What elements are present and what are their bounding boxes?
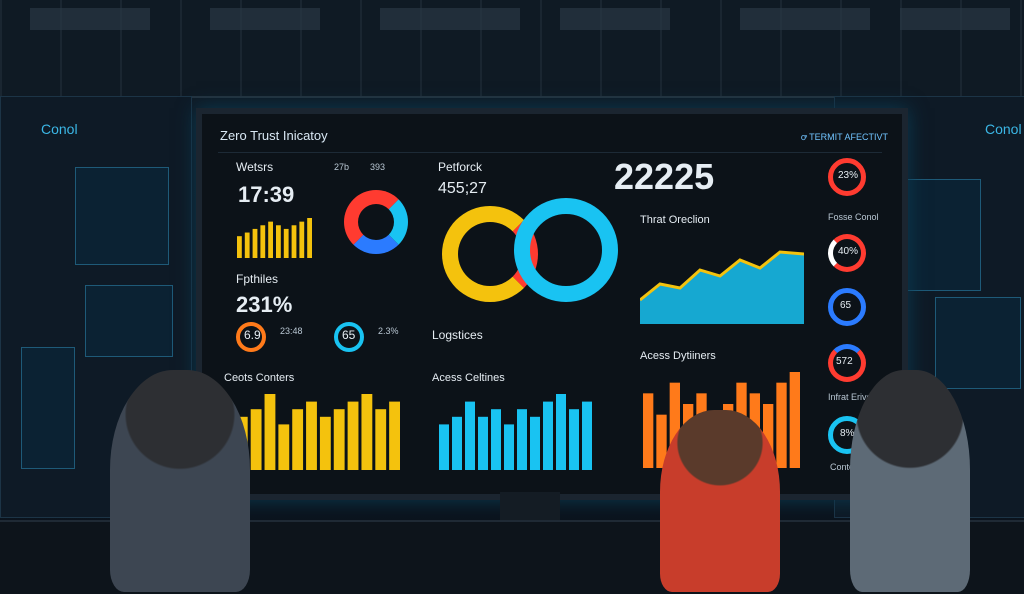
chart-bar <box>283 228 289 258</box>
chart-bar <box>389 401 400 470</box>
chart-bar <box>776 382 787 468</box>
right-wall-title: Conol <box>985 121 1022 137</box>
donut-chart-3 <box>514 198 618 302</box>
ring-4 <box>828 288 866 326</box>
ring-3 <box>828 234 866 272</box>
chart-bar <box>333 409 345 470</box>
ring-2-label: Fosse Conol <box>828 212 879 222</box>
chart-bar <box>347 401 359 470</box>
chart-acess-celtines <box>439 394 592 470</box>
widget-petforck-label: Petforck <box>438 160 483 174</box>
ring-1 <box>828 158 866 196</box>
chart-wetsrs <box>237 218 312 258</box>
chart-bar <box>299 221 305 258</box>
ring-8-label: Contel <box>830 462 857 472</box>
chart-bar <box>517 409 527 470</box>
left-wall-display: Conol <box>0 96 192 518</box>
chart-bar <box>291 225 297 258</box>
chart-bar <box>530 416 540 470</box>
chart-bar <box>643 393 654 468</box>
right-wall-map <box>901 179 981 291</box>
gauge-1 <box>236 322 266 352</box>
ring-5-value: 572 <box>836 356 853 367</box>
widget-acess-dytiiners-label: Acess Dytiiners <box>640 350 716 362</box>
chart-bar <box>491 409 501 470</box>
widget-wetsrs-a: 27b <box>334 162 350 172</box>
ring-3-value: 40% <box>838 246 859 257</box>
right-wall-panel <box>935 297 1021 389</box>
chart-bar <box>292 409 304 470</box>
chart-bar <box>763 404 774 468</box>
gauge-1-value: 6.9 <box>244 328 261 342</box>
gauge-2-sub: 2.3% <box>378 326 399 336</box>
chart-bar <box>465 401 475 470</box>
chart-bar <box>264 394 276 470</box>
person-right <box>850 370 970 592</box>
left-wall-panel <box>85 285 173 357</box>
chart-bar <box>278 424 290 470</box>
widget-thrat-label: Thrat Oreclion <box>640 214 710 226</box>
chart-bar <box>276 225 281 258</box>
chart-bar <box>260 225 266 258</box>
chart-bar <box>556 394 566 470</box>
ring-6-label: Infrat Erives <box>828 392 877 402</box>
gauge-2 <box>334 322 364 352</box>
chart-bar <box>439 424 449 470</box>
ring-4-value: 65 <box>840 300 852 311</box>
widget-acess-celtines-label: Acess Celtines <box>432 372 505 384</box>
widget-fpthiles-label: Fpthiles <box>236 272 279 286</box>
chart-bar <box>452 416 462 470</box>
chart-bar <box>268 221 273 258</box>
chart-bar <box>375 409 387 470</box>
chart-bar <box>543 401 553 470</box>
ceiling <box>0 0 1024 98</box>
left-wall-panel-2 <box>21 347 75 469</box>
chart-bar <box>582 401 592 470</box>
widget-fpthiles-value: 231% <box>236 292 293 317</box>
chart-bar <box>478 416 488 470</box>
ring-7-value: 8% <box>840 428 855 439</box>
left-wall-title: Conol <box>41 121 78 137</box>
widget-ceots-label: Ceots Conters <box>224 372 295 384</box>
area-chart-thrat <box>640 250 804 324</box>
gauge-2-value: 65 <box>342 328 356 342</box>
chart-bar <box>569 409 579 470</box>
chart-bar <box>504 424 514 470</box>
person-left <box>110 370 250 592</box>
ring-1-value: 23% <box>838 170 859 181</box>
widget-wetsrs-label: Wetsrs <box>236 160 274 174</box>
chart-bar <box>319 416 331 470</box>
donut-chart-1 <box>344 190 408 254</box>
dashboard-title: Zero Trust Inicatoy <box>220 128 328 143</box>
chart-bar <box>789 372 800 468</box>
chart-bar <box>306 401 317 470</box>
chart-bar <box>361 394 373 470</box>
chart-bar <box>252 228 258 258</box>
chart-bar <box>307 218 312 258</box>
chart-bar <box>250 409 262 470</box>
main-monitor: Zero Trust Inicatoy ꝍ TERMIT AFECTIVT We… <box>196 108 908 500</box>
ring-5 <box>828 344 866 382</box>
headline-number: 22225 <box>614 156 715 197</box>
widget-logstices-label: Logstices <box>432 328 483 342</box>
chart-bar <box>237 236 242 258</box>
person-center <box>660 410 780 592</box>
left-wall-map <box>75 167 169 265</box>
gauge-1-sub: 23:48 <box>280 326 303 336</box>
widget-wetsrs-value: 17:39 <box>238 182 295 207</box>
widget-petforck-value: 455;27 <box>438 180 487 197</box>
chart-bar <box>244 232 250 258</box>
chart-bar <box>669 382 680 468</box>
widget-wetsrs-b: 393 <box>370 162 386 172</box>
dashboard-corner-title: ꝍ TERMIT AFECTIVT <box>800 132 888 142</box>
chart-bar <box>656 414 667 468</box>
